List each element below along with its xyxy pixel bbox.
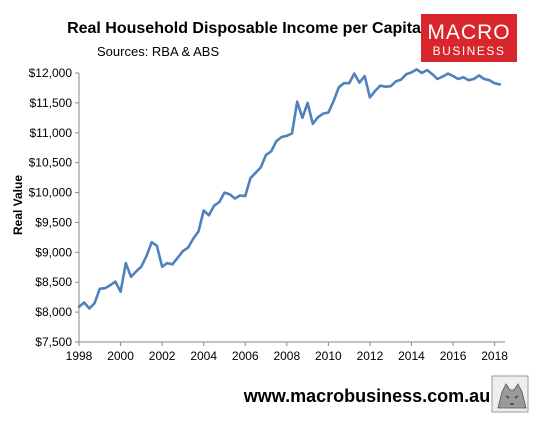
x-tick-label: 2004 xyxy=(190,349,217,363)
x-tick-label: 2012 xyxy=(357,349,384,363)
x-tick-label: 2002 xyxy=(149,349,176,363)
x-tick-label: 1998 xyxy=(66,349,93,363)
logo-background xyxy=(421,14,517,62)
series-group xyxy=(77,68,502,310)
y-tick-label: $10,500 xyxy=(29,156,73,170)
y-tick-label: $11,500 xyxy=(30,96,73,110)
logo-text-macro: MACRO xyxy=(427,21,510,44)
x-tick-label: 2018 xyxy=(481,349,508,363)
x-tick-label: 2000 xyxy=(107,349,134,363)
wolf-logo-icon xyxy=(491,375,529,413)
x-tick-label: 2010 xyxy=(315,349,342,363)
x-tick-labels: 1998 2000 2002 2004 2006 2008 2010 2012 2014 2016… xyxy=(66,349,509,363)
y-tick-label: $9,500 xyxy=(35,215,72,229)
y-tick-label: $8,000 xyxy=(35,305,72,319)
y-tick-label: $7,500 xyxy=(35,335,72,349)
y-tick-label: $9,000 xyxy=(35,245,72,259)
website-url: www.macrobusiness.com.au xyxy=(243,386,490,406)
series-line xyxy=(77,68,502,310)
axes xyxy=(75,72,505,346)
y-tick-label: $12,000 xyxy=(29,66,73,80)
x-tick-label: 2014 xyxy=(398,349,425,363)
y-tick-label: $8,500 xyxy=(35,275,72,289)
x-tick-label: 2016 xyxy=(440,349,467,363)
x-tick-label: 2008 xyxy=(273,349,300,363)
y-axis-label: Real Value xyxy=(11,175,25,235)
x-tick-label: 2006 xyxy=(232,349,259,363)
logo: MACRO BUSINESS xyxy=(421,14,517,62)
y-tick-labels: $7,500 $8,000 $8,500 $9,000 $9,500 $10,000 $10… xyxy=(29,66,73,349)
logo-text-business: BUSINESS xyxy=(433,44,506,58)
y-tick-label: $10,000 xyxy=(29,186,73,200)
chart-subtitle: Sources: RBA & ABS xyxy=(97,44,219,59)
chart-title: Real Household Disposable Income per Cap… xyxy=(67,20,421,37)
y-tick-label: $11,000 xyxy=(30,126,73,140)
